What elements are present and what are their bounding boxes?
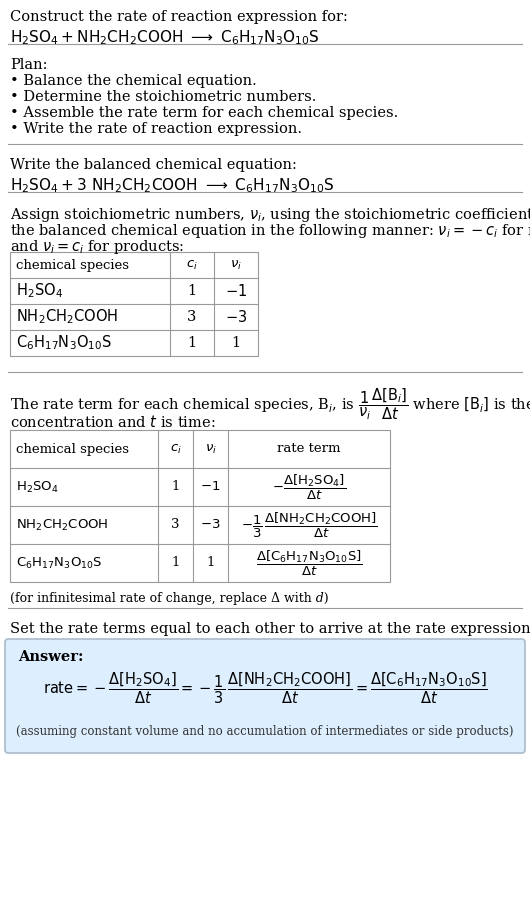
Text: 1: 1 <box>188 284 197 298</box>
Text: chemical species: chemical species <box>16 442 129 456</box>
Text: 3: 3 <box>171 519 180 531</box>
Text: $\mathrm{NH_2CH_2COOH}$: $\mathrm{NH_2CH_2COOH}$ <box>16 518 109 532</box>
FancyBboxPatch shape <box>5 639 525 753</box>
Text: chemical species: chemical species <box>16 258 129 271</box>
Text: $-1$: $-1$ <box>200 480 220 493</box>
Text: Assign stoichiometric numbers, $\nu_i$, using the stoichiometric coefficients, $: Assign stoichiometric numbers, $\nu_i$, … <box>10 206 530 224</box>
Text: concentration and $t$ is time:: concentration and $t$ is time: <box>10 414 216 430</box>
Text: $\mathrm{H_2SO_4 + 3\ NH_2CH_2COOH \ \longrightarrow \ C_6H_{17}N_3O_{10}S}$: $\mathrm{H_2SO_4 + 3\ NH_2CH_2COOH \ \lo… <box>10 176 334 195</box>
Text: • Balance the chemical equation.: • Balance the chemical equation. <box>10 74 257 88</box>
Text: • Determine the stoichiometric numbers.: • Determine the stoichiometric numbers. <box>10 90 316 104</box>
Text: 1: 1 <box>171 480 180 493</box>
Text: $\nu_i$: $\nu_i$ <box>230 258 242 271</box>
Text: Write the balanced chemical equation:: Write the balanced chemical equation: <box>10 158 297 172</box>
Text: The rate term for each chemical species, B$_i$, is $\dfrac{1}{\nu_i}\dfrac{\Delt: The rate term for each chemical species,… <box>10 386 530 421</box>
Text: $c_i$: $c_i$ <box>170 442 181 456</box>
Text: $-1$: $-1$ <box>225 283 247 299</box>
Bar <box>10 430 390 582</box>
Text: (for infinitesimal rate of change, replace Δ with 𝑑): (for infinitesimal rate of change, repla… <box>10 592 329 605</box>
Text: $-\dfrac{1}{3}\,\dfrac{\Delta[\mathrm{NH_2CH_2COOH}]}{\Delta t}$: $-\dfrac{1}{3}\,\dfrac{\Delta[\mathrm{NH… <box>241 511 377 540</box>
Text: Answer:: Answer: <box>18 650 84 664</box>
Text: • Assemble the rate term for each chemical species.: • Assemble the rate term for each chemic… <box>10 106 398 120</box>
Text: $\mathrm{H_2SO_4}$: $\mathrm{H_2SO_4}$ <box>16 282 63 300</box>
Text: 1: 1 <box>171 557 180 570</box>
Text: Construct the rate of reaction expression for:: Construct the rate of reaction expressio… <box>10 10 348 24</box>
Text: $\nu_i$: $\nu_i$ <box>205 442 216 456</box>
Text: $-3$: $-3$ <box>225 309 247 325</box>
Text: (assuming constant volume and no accumulation of intermediates or side products): (assuming constant volume and no accumul… <box>16 725 514 739</box>
Text: Plan:: Plan: <box>10 58 48 72</box>
Text: $\mathrm{C_6H_{17}N_3O_{10}S}$: $\mathrm{C_6H_{17}N_3O_{10}S}$ <box>16 555 102 571</box>
Text: 3: 3 <box>187 310 197 324</box>
Text: 1: 1 <box>232 336 241 350</box>
Text: 1: 1 <box>188 336 197 350</box>
Text: • Write the rate of reaction expression.: • Write the rate of reaction expression. <box>10 122 302 136</box>
Text: $\mathrm{rate} = -\dfrac{\Delta[\mathrm{H_2SO_4}]}{\Delta t} = -\dfrac{1}{3}\,\d: $\mathrm{rate} = -\dfrac{\Delta[\mathrm{… <box>42 670 488 705</box>
Text: 1: 1 <box>206 557 215 570</box>
Text: $\mathrm{C_6H_{17}N_3O_{10}S}$: $\mathrm{C_6H_{17}N_3O_{10}S}$ <box>16 334 112 352</box>
Text: $\dfrac{\Delta[\mathrm{C_6H_{17}N_3O_{10}S}]}{\Delta t}$: $\dfrac{\Delta[\mathrm{C_6H_{17}N_3O_{10… <box>255 549 363 578</box>
Text: $\mathrm{NH_2CH_2COOH}$: $\mathrm{NH_2CH_2COOH}$ <box>16 308 118 327</box>
Text: Set the rate terms equal to each other to arrive at the rate expression:: Set the rate terms equal to each other t… <box>10 622 530 636</box>
Text: $c_i$: $c_i$ <box>186 258 198 271</box>
Text: the balanced chemical equation in the following manner: $\nu_i = -c_i$ for react: the balanced chemical equation in the fo… <box>10 222 530 240</box>
Text: $-\dfrac{\Delta[\mathrm{H_2SO_4}]}{\Delta t}$: $-\dfrac{\Delta[\mathrm{H_2SO_4}]}{\Delt… <box>272 472 346 501</box>
Text: $\mathrm{H_2SO_4 + NH_2CH_2COOH \ \longrightarrow \ C_6H_{17}N_3O_{10}S}$: $\mathrm{H_2SO_4 + NH_2CH_2COOH \ \longr… <box>10 28 320 46</box>
Text: rate term: rate term <box>277 442 341 456</box>
Text: and $\nu_i = c_i$ for products:: and $\nu_i = c_i$ for products: <box>10 238 184 256</box>
Text: $\mathrm{H_2SO_4}$: $\mathrm{H_2SO_4}$ <box>16 480 59 494</box>
Bar <box>10 252 258 356</box>
Text: $-3$: $-3$ <box>200 519 220 531</box>
